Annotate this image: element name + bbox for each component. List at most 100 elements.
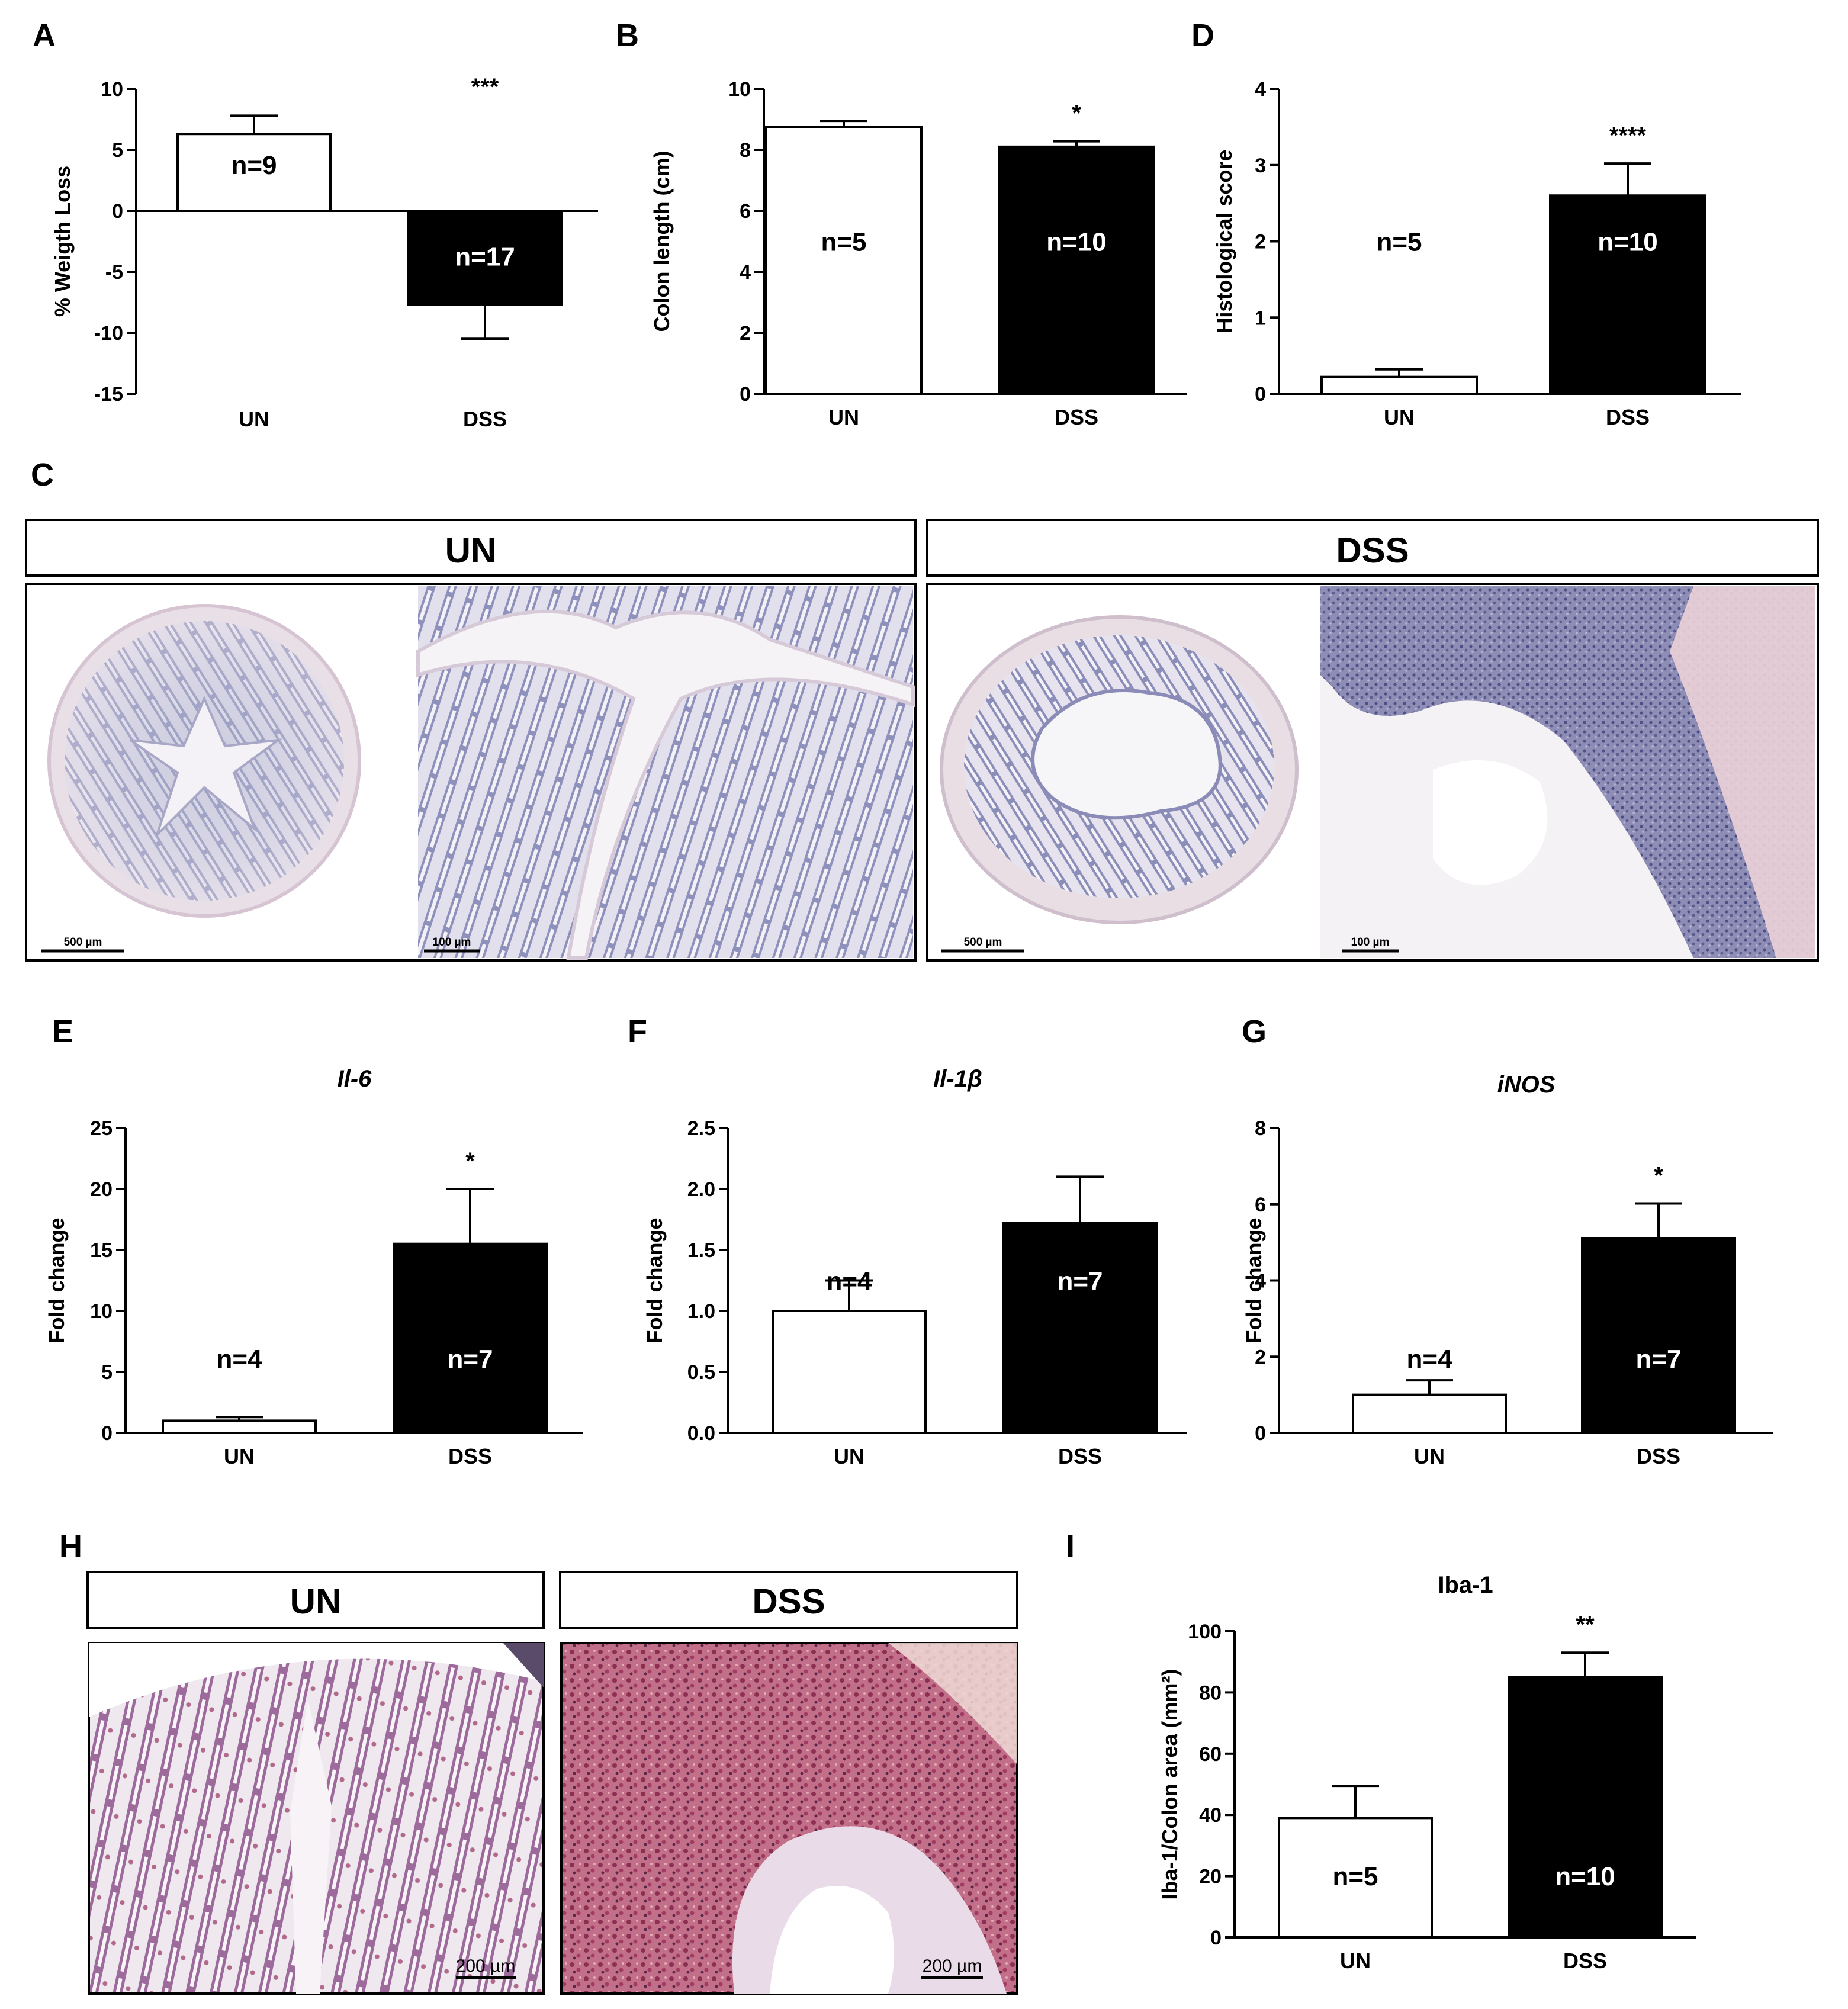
bar-un [1320,375,1478,395]
panel-letter: F [628,1014,647,1049]
x-tick-label: UN [239,407,269,431]
y-tick-label: 1.5 [687,1239,715,1262]
panel-h-scale-bars: 200 µm 200 µm [456,1956,983,1979]
y-tick-label: -5 [105,261,123,284]
y-tick-label: 5 [101,1361,113,1384]
panel-letter: A [33,18,56,53]
panel-c-dss-header-label: DSS [1336,531,1409,570]
chart-title: Il-1β [933,1066,982,1092]
y-tick-label: 4 [1255,1270,1266,1293]
y-axis-label: Fold change [44,1217,69,1343]
y-tick-label: 100 [1188,1621,1222,1643]
bar-un [176,133,332,212]
panel-letter: G [1242,1014,1267,1049]
x-tick-label: UN [224,1444,255,1468]
y-tick-label: 10 [728,78,751,101]
bar-un [772,1310,927,1434]
chart-title: Il-6 [338,1066,372,1092]
panel-h-un-header-label: UN [290,1582,342,1621]
chart-title: iNOS [1497,1072,1555,1098]
n-label: n=7 [447,1345,493,1374]
panel-h-un-header [86,1571,545,1629]
y-tick-label: 0 [112,200,123,223]
y-tick-label: 2.5 [687,1117,715,1140]
bar-dss [1581,1237,1736,1434]
y-tick-label: 40 [1199,1804,1222,1827]
dss-colon-overview-image [940,615,1299,924]
y-tick-label: -15 [94,383,123,406]
n-label: n=4 [1406,1345,1452,1374]
n-label: n=10 [1555,1862,1615,1891]
panel-c-un-header [25,519,917,577]
scale-bar-label: 200 µm [923,1956,982,1976]
x-tick-label: UN [1414,1444,1445,1468]
panel-h-letter: H [59,1529,82,1564]
y-tick-label: 0 [1210,1927,1222,1949]
y-tick-label: 2 [1255,1346,1266,1368]
y-tick-label: 0.5 [687,1361,715,1384]
n-label: n=9 [231,151,277,180]
chart-a: A 10 5 0 -5 -10 -15 % Weigth Loss UN n=9 DSS n=17 **… [33,18,598,431]
panel-letter: I [1066,1529,1075,1564]
bar-dss [1508,1676,1663,1939]
n-label: n=10 [1598,228,1658,257]
chart-b: B 10 8 6 4 2 0 Colon length (cm) UN n=5 DSS n=10 * [616,18,1187,429]
y-tick-label: 0.0 [687,1422,715,1445]
n-label: n=5 [1376,228,1422,257]
y-axis-label: Fold change [642,1217,667,1343]
n-label: n=10 [1046,228,1107,257]
panel-h: H UN DSS 200 µm 200 µm [59,1529,1018,1995]
n-label: n=7 [1635,1345,1681,1374]
bar-dss [393,1242,548,1434]
significance-marker: *** [471,74,499,100]
y-tick-label: 0 [1255,383,1266,406]
y-axis-label: Iba-1/Colon area (mm²) [1158,1669,1182,1899]
x-tick-label: UN [828,405,859,429]
panel-c-letter: C [31,457,54,493]
n-label: n=4 [216,1345,262,1374]
bar-un [1278,1817,1433,1939]
bar-un [1352,1393,1507,1434]
y-tick-label: 0 [101,1422,113,1445]
n-label: n=7 [1057,1267,1103,1296]
x-tick-label: UN [834,1444,864,1468]
scale-bar-label: 100 µm [1351,936,1390,949]
y-tick-label: 8 [740,139,751,162]
y-tick-label: 80 [1199,1682,1222,1704]
y-tick-label: 2 [740,322,751,345]
dss-colon-iba1-image [560,1642,1018,1995]
panel-c-scale-bars: 500 µm 100 µm 500 µm 100 µm [41,936,1399,953]
significance-marker: **** [1609,123,1647,149]
panel-c-un-header-label: UN [445,531,497,570]
y-tick-label: 2.0 [687,1178,715,1201]
panel-letter: E [52,1014,73,1049]
significance-marker: * [1654,1162,1663,1188]
bar-un [162,1419,317,1434]
chart-i: I Iba-1 100 80 60 40 20 0 Iba-1/Colon area (mm²)… [1066,1529,1696,1973]
chart-e: E Il-6 25 20 15 10 5 0 Fold change UN n=4 DSS n=7 * [44,1014,583,1468]
un-colon-iba1-image [88,1642,545,1995]
panel-c: C UN DSS [25,457,1819,962]
x-tick-label: DSS [1606,405,1650,429]
y-tick-label: 20 [1199,1866,1222,1888]
y-tick-label: 2 [1255,231,1266,253]
y-tick-label: 1 [1255,307,1266,329]
x-tick-label: DSS [463,407,507,431]
y-tick-label: 10 [101,78,123,101]
dss-colon-detail-image [1320,586,1815,958]
significance-marker: * [1072,101,1081,127]
bar-dss [1002,1222,1158,1434]
x-tick-label: DSS [1637,1444,1680,1468]
y-axis-label: % Weigth Loss [50,166,75,317]
y-tick-label: 0 [740,383,751,406]
panel-h-dss-header [559,1571,1018,1629]
bar-dss [1549,194,1706,395]
panel-c-dss-header [926,519,1819,577]
panel-letter: B [616,18,639,53]
y-tick-label: 4 [1255,78,1266,101]
un-colon-overview-image [47,604,361,918]
x-tick-label: DSS [1055,405,1098,429]
y-tick-label: 15 [90,1239,113,1262]
y-axis-label: Fold change [1242,1217,1266,1343]
